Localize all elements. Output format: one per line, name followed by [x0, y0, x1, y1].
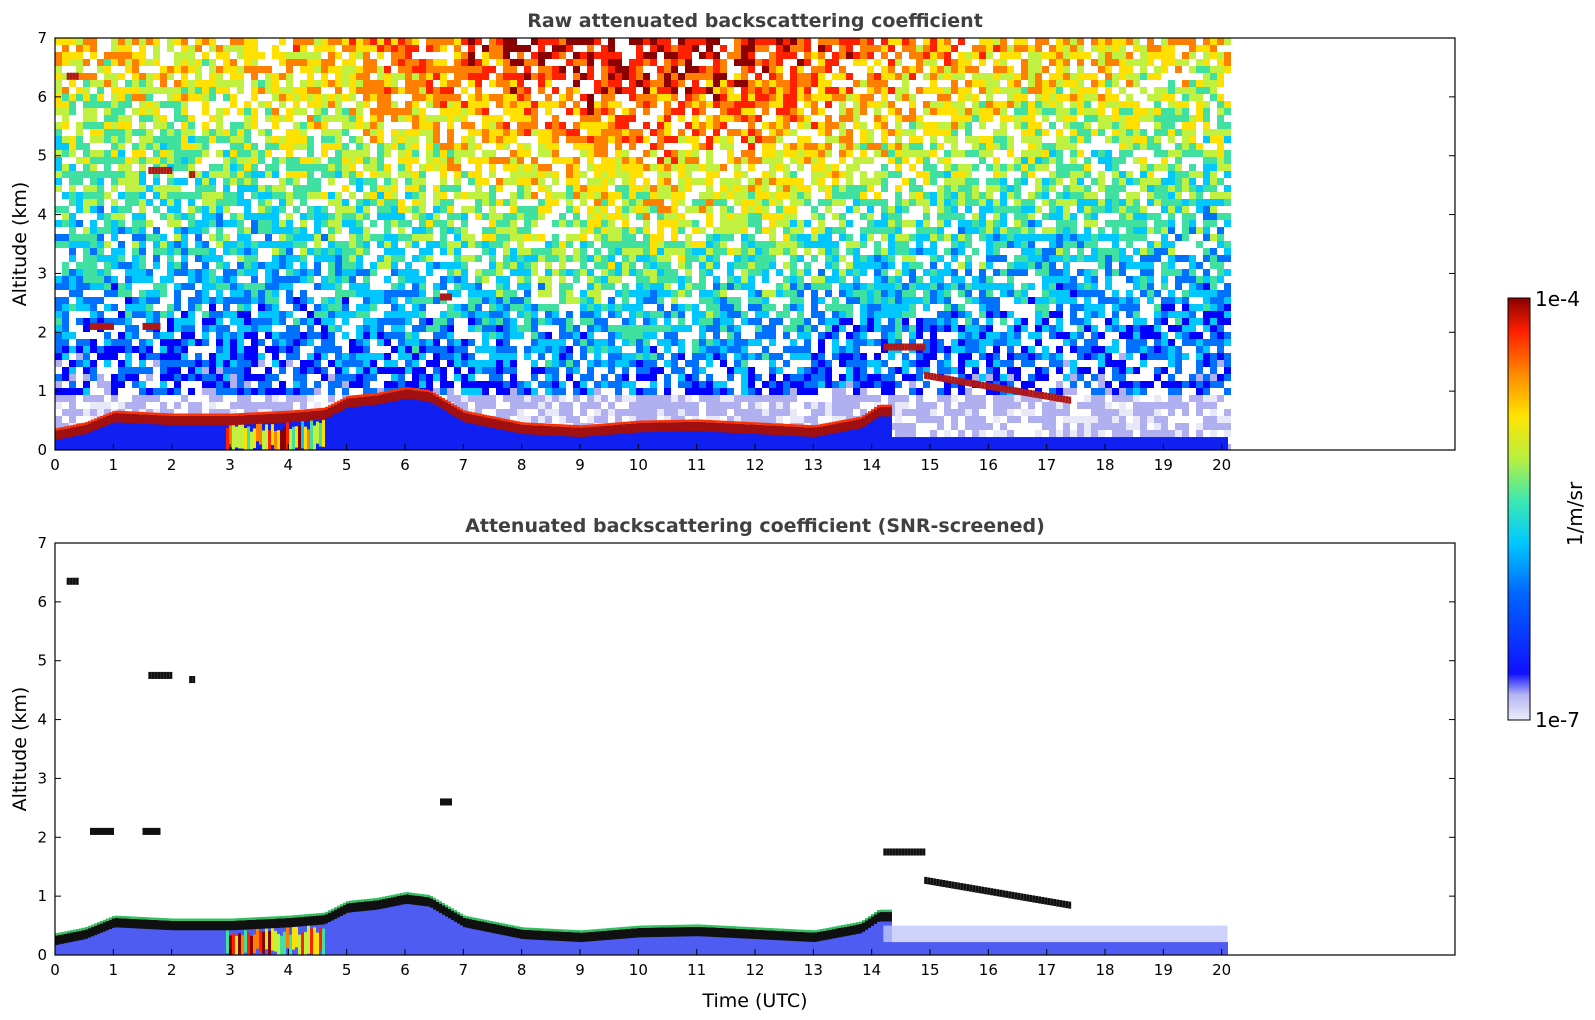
x-tick-label: 7	[459, 456, 469, 474]
panel-raw-plot	[55, 38, 1231, 450]
x-tick-label: 18	[1095, 456, 1114, 474]
x-tick-label: 11	[687, 456, 706, 474]
y-tick-label: 3	[37, 769, 47, 787]
y-tick-label: 1	[37, 382, 47, 400]
x-tick-label: 1	[109, 456, 119, 474]
x-tick-label: 4	[284, 456, 294, 474]
x-tick-label: 12	[745, 456, 764, 474]
panel-raw: Raw attenuated backscattering coefficien…	[9, 10, 1456, 474]
x-tick-label: 7	[459, 961, 469, 979]
y-tick-label: 6	[37, 593, 47, 611]
y-tick-label: 2	[37, 323, 47, 341]
panel-screened-ylabel: Altitude (km)	[9, 687, 31, 812]
panel-screened-plot	[55, 577, 1228, 955]
x-tick-label: 5	[342, 961, 352, 979]
colorbar-unit-label: 1/m/sr	[1563, 481, 1587, 546]
y-tick-label: 6	[37, 88, 47, 106]
x-tick-label: 20	[1212, 961, 1231, 979]
x-tick-label: 17	[1037, 456, 1056, 474]
y-tick-label: 3	[37, 264, 47, 282]
x-tick-label: 6	[400, 456, 410, 474]
y-tick-label: 0	[37, 441, 47, 459]
colorbar-max-label: 1e-4	[1535, 287, 1580, 311]
x-tick-label: 2	[167, 961, 177, 979]
x-tick-label: 20	[1212, 456, 1231, 474]
y-tick-label: 7	[37, 534, 47, 552]
x-tick-label: 4	[284, 961, 294, 979]
y-tick-label: 4	[37, 206, 47, 224]
x-tick-label: 10	[629, 961, 648, 979]
panel-screened-title: Attenuated backscattering coefficient (S…	[465, 515, 1045, 537]
x-tick-label: 11	[687, 961, 706, 979]
x-tick-label: 0	[50, 961, 60, 979]
x-tick-label: 8	[517, 456, 527, 474]
x-tick-label: 13	[804, 961, 823, 979]
x-tick-label: 14	[862, 961, 881, 979]
x-tick-label: 14	[862, 456, 881, 474]
panel-screened: Attenuated backscattering coefficient (S…	[9, 515, 1456, 1012]
panel-screened-frame	[54, 542, 1456, 956]
y-tick-label: 1	[37, 887, 47, 905]
x-tick-label: 13	[804, 456, 823, 474]
y-tick-label: 0	[37, 946, 47, 964]
x-tick-label: 6	[400, 961, 410, 979]
x-tick-label: 19	[1154, 961, 1173, 979]
panel-raw-ylabel: Altitude (km)	[9, 182, 31, 307]
colorbar: 1e-4 1e-7 1/m/sr	[1507, 287, 1587, 732]
panel-screened-xlabel: Time (UTC)	[701, 990, 807, 1012]
x-tick-label: 16	[979, 456, 998, 474]
x-tick-label: 9	[575, 961, 585, 979]
colorbar-gradient	[1507, 297, 1531, 721]
y-tick-label: 2	[37, 828, 47, 846]
y-tick-label: 4	[37, 711, 47, 729]
x-tick-label: 3	[225, 456, 235, 474]
x-tick-label: 15	[920, 456, 939, 474]
y-tick-label: 5	[37, 652, 47, 670]
x-tick-label: 5	[342, 456, 352, 474]
x-tick-label: 18	[1095, 961, 1114, 979]
colorbar-min-label: 1e-7	[1535, 708, 1580, 732]
x-tick-label: 12	[745, 961, 764, 979]
x-tick-label: 10	[629, 456, 648, 474]
x-tick-label: 16	[979, 961, 998, 979]
panel-raw-title: Raw attenuated backscattering coefficien…	[527, 10, 983, 32]
x-tick-label: 1	[109, 961, 119, 979]
x-tick-label: 2	[167, 456, 177, 474]
x-tick-label: 15	[920, 961, 939, 979]
y-tick-label: 5	[37, 147, 47, 165]
x-tick-label: 17	[1037, 961, 1056, 979]
x-tick-label: 3	[225, 961, 235, 979]
x-tick-label: 9	[575, 456, 585, 474]
y-tick-label: 7	[37, 29, 47, 47]
x-tick-label: 0	[50, 456, 60, 474]
x-tick-label: 19	[1154, 456, 1173, 474]
x-tick-label: 8	[517, 961, 527, 979]
